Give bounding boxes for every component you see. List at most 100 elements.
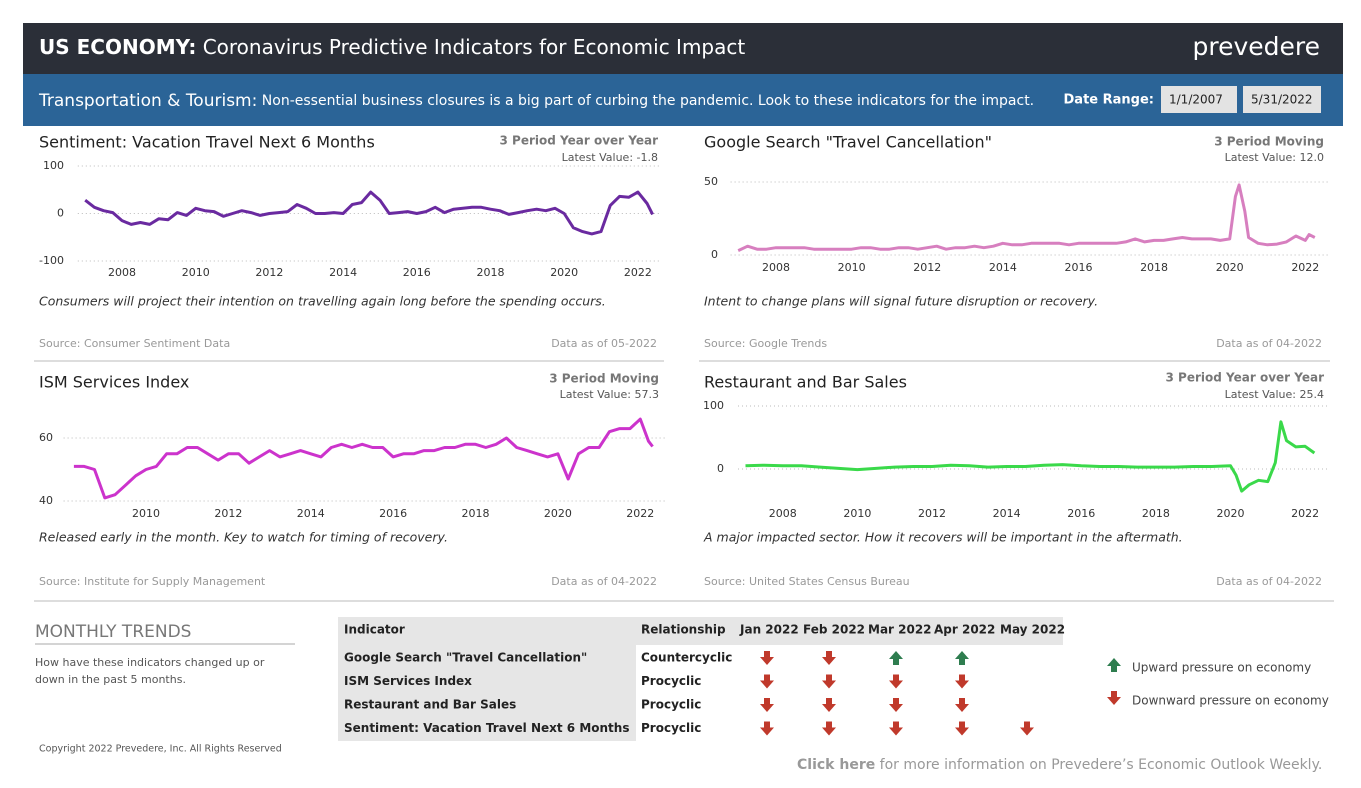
data-as-of: Data as of 04-2022 [1216, 337, 1322, 350]
trend-arrow [955, 698, 969, 712]
chart-source: Source: Consumer Sentiment Data [39, 337, 230, 350]
x-tick-label: 2018 [476, 266, 504, 279]
subheader-body: Non-essential business closures is a big… [262, 93, 1034, 109]
x-tick-label: 2012 [913, 261, 941, 274]
trends-title: MONTHLY TRENDS [35, 622, 191, 642]
chart-source: Source: United States Census Bureau [704, 575, 910, 588]
latest-value: Latest Value: -1.8 [562, 151, 658, 164]
table-header: Relationship [641, 623, 726, 637]
data-as-of: Data as of 04-2022 [1216, 575, 1322, 588]
data-as-of: Data as of 04-2022 [551, 575, 657, 588]
chart-subtitle: 3 Period Year over Year [1166, 371, 1325, 385]
table-header: Jan 2022 [739, 623, 799, 637]
x-tick-label: 2010 [838, 261, 866, 274]
chart-description: Consumers will project their intention o… [39, 294, 606, 309]
subheader-text: Transportation & Tourism: Non-essential … [38, 91, 1034, 111]
table-relationship: Procyclic [641, 698, 701, 712]
x-tick-label: 2022 [624, 266, 652, 279]
x-tick-label: 2010 [132, 507, 160, 520]
x-tick-label: 2014 [297, 507, 325, 520]
x-tick-label: 2008 [762, 261, 790, 274]
trend-arrow [889, 651, 903, 665]
trend-arrow [760, 698, 774, 712]
date-range-label: Date Range: [1064, 93, 1154, 108]
x-tick-label: 2016 [403, 266, 431, 279]
header-bar [23, 23, 1343, 74]
table-relationship: Procyclic [641, 721, 701, 735]
x-tick-label: 2022 [1291, 261, 1319, 274]
data-line [84, 190, 654, 236]
date-end: 5/31/2022 [1251, 93, 1313, 107]
trend-arrow [822, 674, 836, 689]
chart-title: Google Search "Travel Cancellation" [704, 133, 992, 152]
table-relationship: Procyclic [641, 674, 701, 688]
x-tick-label: 2020 [1216, 261, 1244, 274]
footer-link-text: Click here for more information on Preve… [797, 757, 1322, 773]
data-line [745, 420, 1316, 493]
x-tick-label: 2018 [1140, 261, 1168, 274]
table-indicator: Sentiment: Vacation Travel Next 6 Months [344, 721, 629, 735]
legend-label: Downward pressure on economy [1132, 694, 1329, 708]
x-tick-label: 2014 [989, 261, 1017, 274]
trend-arrow [822, 698, 836, 712]
y-tick-label: 100 [703, 399, 724, 412]
date-start: 1/1/2007 [1169, 93, 1223, 107]
table-header: Mar 2022 [868, 623, 932, 637]
latest-value: Latest Value: 12.0 [1225, 151, 1324, 164]
x-tick-label: 2018 [462, 507, 490, 520]
logo: prevedere [1192, 32, 1320, 61]
date-start-box[interactable] [1161, 86, 1237, 113]
chart-title: ISM Services Index [39, 373, 189, 392]
header-title-rest: Coronavirus Predictive Indicators for Ec… [196, 35, 745, 59]
legend-icon [1107, 691, 1121, 705]
x-tick-label: 2012 [255, 266, 283, 279]
trend-arrow [889, 721, 903, 736]
y-tick-label: 0 [717, 462, 724, 475]
chart-title: Sentiment: Vacation Travel Next 6 Months [39, 133, 375, 152]
x-tick-label: 2020 [544, 507, 572, 520]
trends-description: down in the past 5 months. [35, 673, 186, 686]
table-indicator: Restaurant and Bar Sales [344, 698, 516, 712]
trend-arrow [822, 721, 836, 736]
x-tick-label: 2022 [1291, 507, 1319, 520]
y-tick-label: 100 [43, 159, 64, 172]
latest-value: Latest Value: 25.4 [1225, 388, 1324, 401]
date-end-box[interactable] [1243, 86, 1321, 113]
table-indicator: Google Search "Travel Cancellation" [344, 651, 587, 665]
table-indicator: ISM Services Index [344, 674, 472, 688]
footer-link-rest: for more information on Prevedere’s Econ… [875, 757, 1322, 773]
chart-source: Source: Institute for Supply Management [39, 575, 266, 588]
chart-source: Source: Google Trends [704, 337, 827, 350]
trend-arrow [822, 651, 836, 665]
legend-icon [1107, 658, 1121, 672]
table-header: Indicator [344, 623, 405, 637]
trend-arrow [955, 674, 969, 689]
chart-subtitle: 3 Period Moving [549, 372, 659, 386]
table-header: Feb 2022 [803, 623, 865, 637]
footer-link[interactable]: Click here [797, 757, 875, 773]
latest-value: Latest Value: 57.3 [560, 388, 659, 401]
legend-label: Upward pressure on economy [1132, 661, 1311, 675]
trend-arrow [955, 651, 969, 665]
data-as-of: Data as of 05-2022 [551, 337, 657, 350]
chart-subtitle: 3 Period Moving [1214, 135, 1324, 149]
x-tick-label: 2020 [550, 266, 578, 279]
x-tick-label: 2014 [329, 266, 357, 279]
header-title-bold: US ECONOMY: [39, 35, 196, 59]
x-tick-label: 2020 [1216, 507, 1244, 520]
trend-arrow [955, 721, 969, 736]
table-header: May 2022 [1000, 623, 1065, 637]
x-tick-label: 2022 [626, 507, 654, 520]
y-tick-label: 0 [711, 248, 718, 261]
x-tick-label: 2012 [918, 507, 946, 520]
y-tick-label: 60 [39, 431, 53, 444]
chart-subtitle: 3 Period Year over Year [500, 134, 659, 148]
trend-arrow [889, 698, 903, 712]
data-line [73, 417, 654, 500]
y-tick-label: 40 [39, 494, 53, 507]
x-tick-label: 2016 [1067, 507, 1095, 520]
table-header: Apr 2022 [934, 623, 995, 637]
trend-arrow [1020, 721, 1034, 736]
trend-arrow [760, 674, 774, 689]
